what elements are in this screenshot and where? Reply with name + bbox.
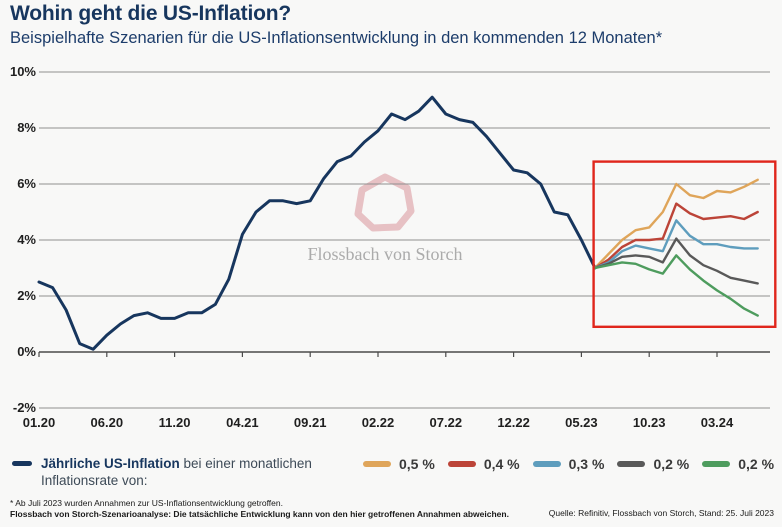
fvs-logo-icon xyxy=(354,173,415,232)
legend-item-scenario: 0,4 % xyxy=(447,456,520,472)
series-scenario-0-5 xyxy=(593,178,759,270)
legend-main-text: Jährliche US-Inflation bei einer monatli… xyxy=(41,455,312,489)
main-series-swatch xyxy=(12,461,32,466)
page-subtitle: Beispielhafte Szenarien für die US-Infla… xyxy=(10,29,663,47)
series-scenario-0-2-green xyxy=(593,254,759,317)
inflation-line-chart xyxy=(37,71,777,409)
legend-main-series: Jährliche US-Inflation bei einer monatli… xyxy=(12,455,312,489)
legend-item-scenario: 0,2 % xyxy=(617,456,689,472)
x-axis-tick-label: 05.23 xyxy=(565,415,598,430)
x-axis-tick-label: 12.22 xyxy=(497,415,530,430)
legend-item-scenario: 0,2 % xyxy=(702,456,774,472)
scenario-label: 0,4 % xyxy=(483,456,520,472)
x-axis-tick-label: 09.21 xyxy=(293,415,327,430)
scenario-swatch xyxy=(532,461,561,467)
footnote-line2: Flossbach von Storch-Szenarioanalyse: Di… xyxy=(10,508,509,519)
source-note: Quelle: Refinitiv, Flossbach von Storch,… xyxy=(548,508,774,518)
y-axis-tick-label: 10% xyxy=(9,64,36,79)
legend-scenarios: 0,5 % 0,4 % 0,3 % 0,2 % 0,2 % xyxy=(363,456,782,472)
watermark-text: Flossbach von Storch xyxy=(307,244,463,264)
y-axis-tick-label: 2% xyxy=(17,288,36,303)
scenario-label: 0,5 % xyxy=(399,456,435,472)
legend-main-rest: bei einer monatlichen xyxy=(179,456,312,471)
y-axis-tick-label: 6% xyxy=(17,176,36,191)
x-axis-tick-label: 04.21 xyxy=(226,415,259,430)
x-axis-tick-label: 06.20 xyxy=(90,415,124,430)
y-axis-tick-label: 4% xyxy=(17,232,36,247)
series-scenario-0-4 xyxy=(593,202,759,270)
x-axis-tick-label: 07.22 xyxy=(429,415,463,430)
series-us-inflation xyxy=(37,95,597,351)
y-axis-tick-label: 0% xyxy=(17,344,36,359)
series-scenario-0-3 xyxy=(593,219,759,270)
scenario-highlight-box xyxy=(592,160,777,329)
legend-item-scenario: 0,3 % xyxy=(532,456,605,472)
scenario-swatch xyxy=(447,461,476,467)
y-axis-tick-label: -2% xyxy=(12,400,36,415)
footnotes: * Ab Juli 2023 wurden Annahmen zur US-In… xyxy=(10,498,509,519)
series-scenario-0-2-gray xyxy=(593,237,759,285)
x-axis-tick-label: 02.22 xyxy=(361,415,395,430)
x-axis-tick-label: 10.23 xyxy=(632,415,666,430)
x-axis-tick-label: 11.20 xyxy=(158,415,191,430)
x-axis-tick-label: 03.24 xyxy=(700,415,734,430)
legend-main-bold: Jährliche US-Inflation xyxy=(41,456,180,471)
page-title: Wohin geht die US-Inflation? xyxy=(10,2,291,25)
scenario-label: 0,3 % xyxy=(568,456,605,472)
scenario-swatch xyxy=(617,461,646,467)
x-axis-tick-label: 01.20 xyxy=(22,415,56,430)
legend-main-line2: Inflationsrate von: xyxy=(41,473,148,488)
scenario-swatch xyxy=(363,461,391,467)
scenario-label: 0,2 % xyxy=(653,456,690,472)
y-axis-tick-label: 8% xyxy=(17,120,36,135)
legend-item-scenario: 0,5 % xyxy=(363,456,435,472)
scenario-label: 0,2 % xyxy=(738,456,775,472)
scenario-swatch xyxy=(702,461,731,467)
footnote-line1: * Ab Juli 2023 wurden Annahmen zur US-In… xyxy=(10,498,283,508)
